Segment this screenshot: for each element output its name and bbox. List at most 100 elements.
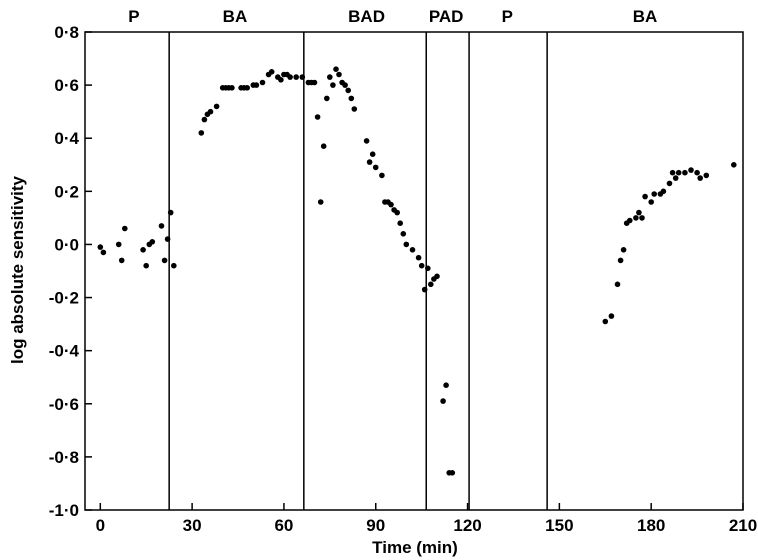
data-point [669,169,676,176]
data-point [682,169,688,176]
data-point [434,273,440,280]
data-point [171,262,177,269]
data-point [299,74,306,80]
data-point [278,77,284,83]
data-point [602,318,609,325]
data-point [140,247,146,253]
data-point [213,103,220,110]
data-point [351,106,358,112]
data-point [333,66,339,72]
x-tick-label: 60 [274,516,293,535]
x-tick-label: 30 [183,516,202,535]
data-points [97,66,737,476]
x-tick-label: 120 [453,516,481,535]
x-axis-ticks: 0 30 60 90 120 150 180 210 [96,503,757,535]
data-point [207,108,214,115]
data-point [379,172,385,179]
data-point [118,257,125,264]
data-point [161,257,168,264]
phase-dividers [168,32,548,510]
data-point [425,265,431,272]
data-point [97,244,104,250]
data-point [620,247,627,253]
data-point [348,95,355,102]
data-point [421,286,428,293]
y-tick-label: -0·8 [49,448,79,467]
plot-frame [84,31,744,511]
y-axis-title: log absolute sensitivity [8,175,27,364]
y-tick-label: 0·4 [54,129,79,148]
data-point [317,199,324,205]
y-axis-ticks: 0·8 0·6 0·4 0·2 0·0 -0·2 -0·4 -0·6 -0·8 -1·0 [49,23,92,520]
data-point [648,199,654,205]
data-point [311,79,318,86]
data-point [703,172,710,179]
data-point [244,85,250,91]
plot-border [84,31,744,511]
data-point [428,281,434,288]
y-tick-label: 0·6 [54,76,79,95]
phase-label: BA [633,7,658,26]
phase-label: PAD [429,7,464,26]
data-point [342,82,348,88]
data-point [330,82,336,88]
data-point [336,71,342,78]
data-point [400,231,407,237]
data-point [636,209,642,216]
data-point [372,164,379,171]
data-point [731,162,737,168]
x-tick-label: 150 [545,516,573,535]
data-point [449,470,456,476]
data-point [115,241,122,248]
data-point [201,116,208,123]
y-tick-label: 0·0 [54,235,79,254]
phase-label: P [128,7,139,26]
data-point [324,95,330,102]
data-point [388,201,394,208]
y-tick-label: 0·8 [54,23,79,42]
y-tick-label: 0·2 [54,182,79,201]
data-point [675,169,682,176]
data-point [694,169,700,176]
x-axis-title: Time (min) [372,538,458,557]
data-point [672,175,679,181]
x-tick-label: 90 [366,516,385,535]
data-point [363,138,370,144]
data-point [143,262,149,269]
phase-labels: P BA BAD PAD P BA [128,7,657,26]
data-point [440,398,446,404]
data-point [164,236,171,242]
data-point [369,151,376,157]
data-point [403,241,410,248]
data-point [633,215,639,221]
x-tick-label: 180 [637,516,665,535]
data-point [627,217,633,224]
data-point [167,209,174,216]
data-point [327,74,333,80]
y-tick-label: -1·0 [49,501,79,520]
data-point [666,180,673,187]
data-point [394,209,401,216]
data-point [158,223,165,229]
data-point [415,254,422,261]
data-point [345,87,352,94]
data-point [314,114,321,120]
data-point [443,382,449,389]
data-point [122,225,128,232]
data-point [697,175,703,181]
data-point [149,239,156,245]
phase-label: P [502,7,513,26]
x-tick-label: 0 [96,516,105,535]
data-point [614,281,621,288]
data-point [617,257,624,264]
y-tick-label: -0·4 [49,342,80,361]
data-point [608,313,615,319]
data-point [253,82,260,88]
data-point [366,159,373,165]
phase-label: BA [223,7,248,26]
y-tick-label: -0·2 [49,289,79,308]
x-tick-label: 210 [729,516,757,535]
data-point [688,167,694,173]
data-point [320,143,327,149]
